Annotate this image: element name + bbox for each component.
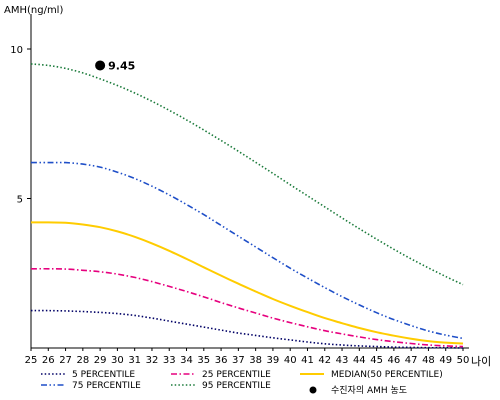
patient-amh-point-label: 9.45 [108, 59, 135, 72]
chart-legend: 5 PERCENTILE 25 PERCENTILE MEDIAN(50 PERCE… [41, 370, 443, 396]
x-tick-label: 35 [197, 355, 210, 366]
x-tick-label: 29 [94, 355, 107, 366]
x-tick-label: 44 [353, 355, 366, 366]
x-tick-label: 39 [267, 355, 280, 366]
legend-label-patient-point: 수진자의 AMH 농도 [331, 385, 407, 396]
x-tick-label: 33 [163, 355, 176, 366]
x-tick-label: 49 [439, 355, 452, 366]
x-tick-label: 30 [111, 355, 124, 366]
x-tick-label: 50 [457, 355, 470, 366]
legend-swatch-patient-point [309, 386, 317, 394]
x-tick-label: 42 [318, 355, 331, 366]
y-tick-label: 10 [10, 45, 23, 56]
patient-amh-point [95, 60, 106, 71]
x-tick-label: 48 [422, 355, 435, 366]
legend-label-series-95-percentile: 95 PERCENTILE [202, 381, 271, 391]
x-tick-label: 28 [76, 355, 89, 366]
x-tick-label: 43 [336, 355, 349, 366]
series-95-percentile-line [30, 63, 464, 286]
x-tick-label: 36 [215, 355, 228, 366]
series-median-line [31, 221, 464, 345]
x-tick-label: 26 [42, 355, 55, 366]
x-tick-label: 47 [405, 355, 418, 366]
x-tick-label: 38 [249, 355, 262, 366]
x-tick-label: 46 [388, 355, 401, 366]
x-tick-label: 25 [25, 355, 38, 366]
legend-label-series-5-percentile: 5 PERCENTILE [72, 370, 135, 380]
series-5-percentile-line [30, 309, 464, 349]
series-75-percentile-line [31, 161, 464, 340]
y-tick-label: 5 [17, 195, 23, 206]
y-axis-title: AMH(ng/ml) [4, 5, 63, 16]
x-axis-title: 나이 [471, 355, 491, 368]
legend-label-series-median: MEDIAN(50 PERCENTILE) [331, 370, 443, 380]
x-tick-label: 41 [301, 355, 314, 366]
x-tick-label: 32 [146, 355, 159, 366]
x-tick-label: 37 [232, 355, 245, 366]
x-tick-label: 45 [370, 355, 383, 366]
x-tick-label: 27 [59, 355, 72, 366]
x-tick-label: 40 [284, 355, 297, 366]
x-tick-label: 34 [180, 355, 193, 366]
plot-area: 5 10 25 26 27 28 29 30 31 32 33 34 35 36 37 38 39 40 41 42 4… [10, 14, 469, 366]
legend-label-series-25-percentile: 25 PERCENTILE [202, 370, 271, 380]
x-tick-label: 31 [128, 355, 141, 366]
legend-label-series-75-percentile: 75 PERCENTILE [72, 381, 141, 391]
series-25-percentile-line [30, 267, 464, 348]
